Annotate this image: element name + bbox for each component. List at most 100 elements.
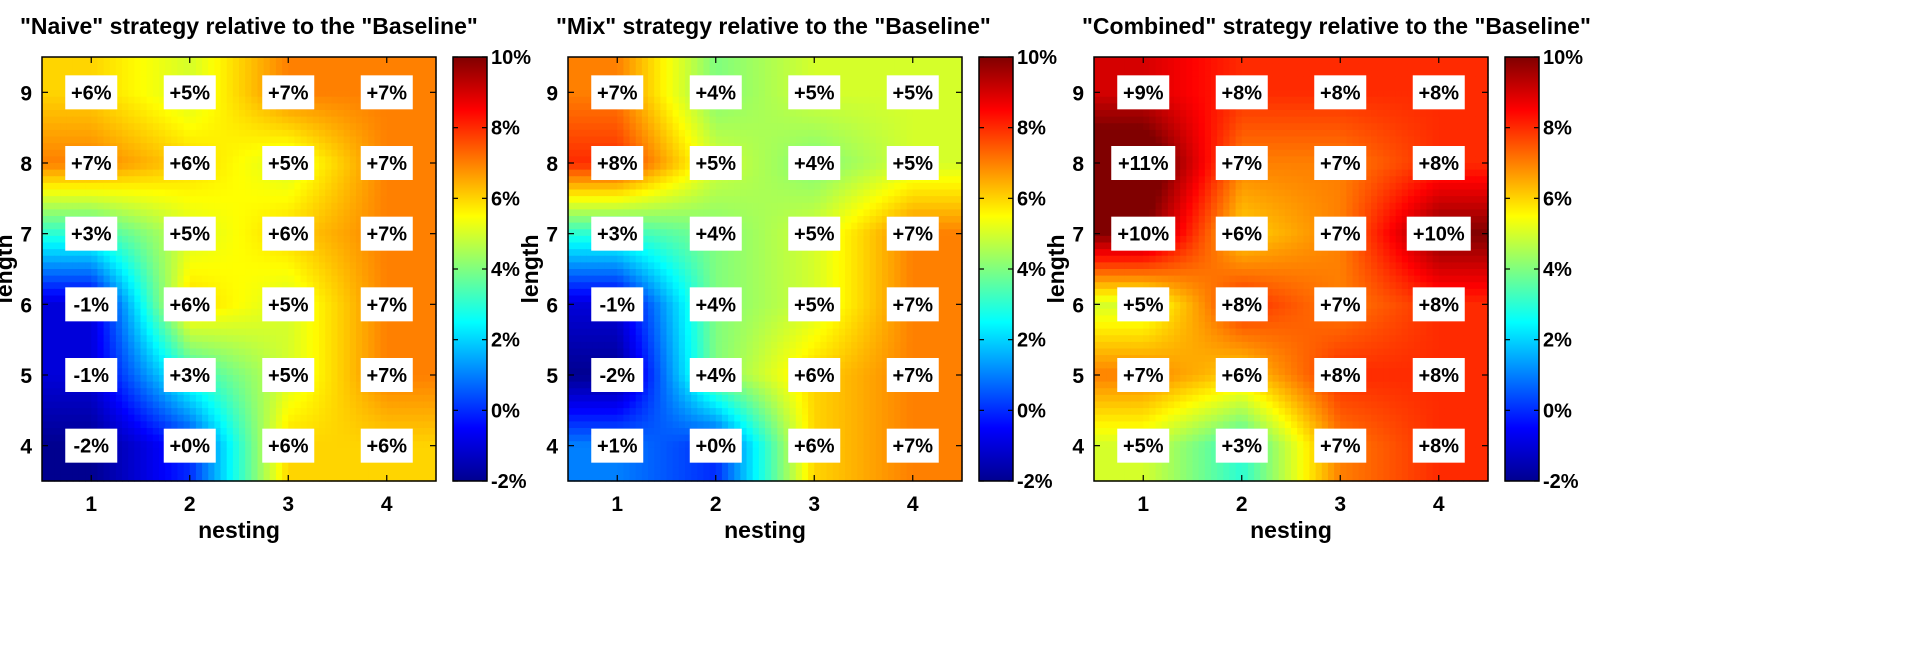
cell-value: +4% [794, 153, 835, 175]
y-tick-label: 6 [546, 294, 558, 317]
cell-label: +4% [689, 75, 742, 110]
cell-label-background [591, 287, 644, 322]
cell-label-background [1314, 75, 1367, 110]
colorbar-tick-label: 0% [491, 400, 520, 422]
cell-label: +7% [1314, 428, 1367, 463]
cell-label: +7% [65, 146, 118, 180]
cell-label-background [360, 428, 413, 463]
y-axis-label: length [1043, 235, 1069, 304]
cell-label-background [163, 75, 216, 110]
cell-value: +5% [892, 82, 933, 104]
x-axis-label: nesting [1250, 517, 1332, 543]
colorbar-tick-label: 10% [1543, 47, 1583, 69]
cell-value: +8% [1320, 365, 1361, 387]
cell-label: +6% [1215, 216, 1268, 251]
x-tick-label: 2 [1236, 493, 1248, 516]
cell-label-background [360, 358, 413, 392]
cell-label-background [591, 75, 644, 110]
y-tick-label: 4 [546, 436, 558, 459]
cell-label-background [886, 146, 939, 180]
cell-value: +5% [169, 82, 210, 104]
cell-value: +6% [366, 436, 407, 458]
cell-value: +5% [1123, 436, 1164, 458]
cell-label-background [1215, 287, 1268, 322]
cell-label-background [262, 428, 315, 463]
y-tick-label: 6 [20, 294, 32, 317]
cell-label-background [1117, 75, 1170, 110]
cell-value: -1% [73, 365, 109, 387]
cell-value: +8% [1418, 436, 1459, 458]
colorbar-tick-label: -2% [1543, 471, 1579, 493]
cell-label-background [1117, 287, 1170, 322]
cell-value: +3% [169, 365, 210, 387]
cell-value: +8% [1418, 153, 1459, 175]
cell-label: -2% [65, 428, 118, 463]
cell-label-background [1215, 216, 1268, 251]
cell-label: +8% [1412, 287, 1465, 322]
y-tick-label: 7 [1072, 224, 1084, 247]
colorbar-tick-label: 0% [1543, 400, 1572, 422]
cell-value: +4% [695, 365, 736, 387]
cell-label: +7% [886, 358, 939, 392]
cell-label: +8% [1412, 428, 1465, 463]
cell-label: +6% [1215, 358, 1268, 392]
cell-value: +6% [268, 224, 309, 246]
y-tick-label: 4 [20, 436, 32, 459]
cell-label: +7% [360, 358, 413, 392]
cell-label: +7% [360, 146, 413, 180]
cell-value: +6% [1221, 224, 1262, 246]
cell-label-background [1406, 216, 1471, 251]
cell-label-background [65, 146, 118, 180]
cell-label: +7% [360, 287, 413, 322]
cell-label: +5% [262, 146, 315, 180]
cell-label-background [1215, 358, 1268, 392]
cell-label: +5% [886, 146, 939, 180]
x-tick-label: 1 [1137, 493, 1149, 516]
cell-label-background [1117, 428, 1170, 463]
cell-label: +3% [591, 216, 644, 251]
cell-label: +5% [262, 287, 315, 322]
cell-label-background [262, 358, 315, 392]
cell-label-background [788, 287, 841, 322]
cell-label: +6% [65, 75, 118, 110]
cell-label: +8% [1215, 75, 1268, 110]
cell-value: +11% [1118, 153, 1169, 175]
colorbar: -2% 0% 2% 4% 6% 8% 10% [978, 47, 1057, 493]
cell-label-background [163, 287, 216, 322]
cell-label: +7% [886, 428, 939, 463]
cell-value: +3% [1221, 436, 1262, 458]
cell-label: +4% [788, 146, 841, 180]
cell-value: +8% [1320, 82, 1361, 104]
colorbar-tick-label: 6% [491, 188, 520, 210]
cell-label: +6% [788, 358, 841, 392]
cell-label: +7% [1314, 287, 1367, 322]
heatmap-surface [42, 57, 437, 482]
cell-label-background [886, 75, 939, 110]
cell-label-background [65, 287, 118, 322]
cell-value: +7% [892, 224, 933, 246]
cell-value: +4% [695, 294, 736, 316]
cell-label: +4% [689, 216, 742, 251]
x-tick-label: 3 [282, 493, 294, 516]
colorbar-tick-label: 8% [491, 118, 520, 140]
colorbar-tick-label: 2% [1017, 330, 1046, 352]
cell-value: +8% [1418, 294, 1459, 316]
cell-label-background [262, 287, 315, 322]
cell-label-background [163, 216, 216, 251]
cell-label: +7% [262, 75, 315, 110]
cell-label: +11% [1111, 146, 1176, 180]
cell-label: -1% [591, 287, 644, 322]
heatmap-panel-3: "Combined" strategy relative to the "Bas… [1043, 13, 1591, 543]
cell-label-background [591, 146, 644, 180]
cell-value: +10% [1413, 224, 1465, 246]
y-tick-label: 9 [20, 82, 32, 105]
cell-label-background [788, 146, 841, 180]
y-tick-label: 4 [1072, 436, 1084, 459]
cell-label-background [689, 216, 742, 251]
cell-label: +8% [1412, 146, 1465, 180]
cell-label-background [163, 358, 216, 392]
y-axis-label: length [0, 235, 17, 304]
y-tick-label: 6 [1072, 294, 1084, 317]
cell-value: +5% [268, 365, 309, 387]
cell-value: -2% [73, 436, 109, 458]
